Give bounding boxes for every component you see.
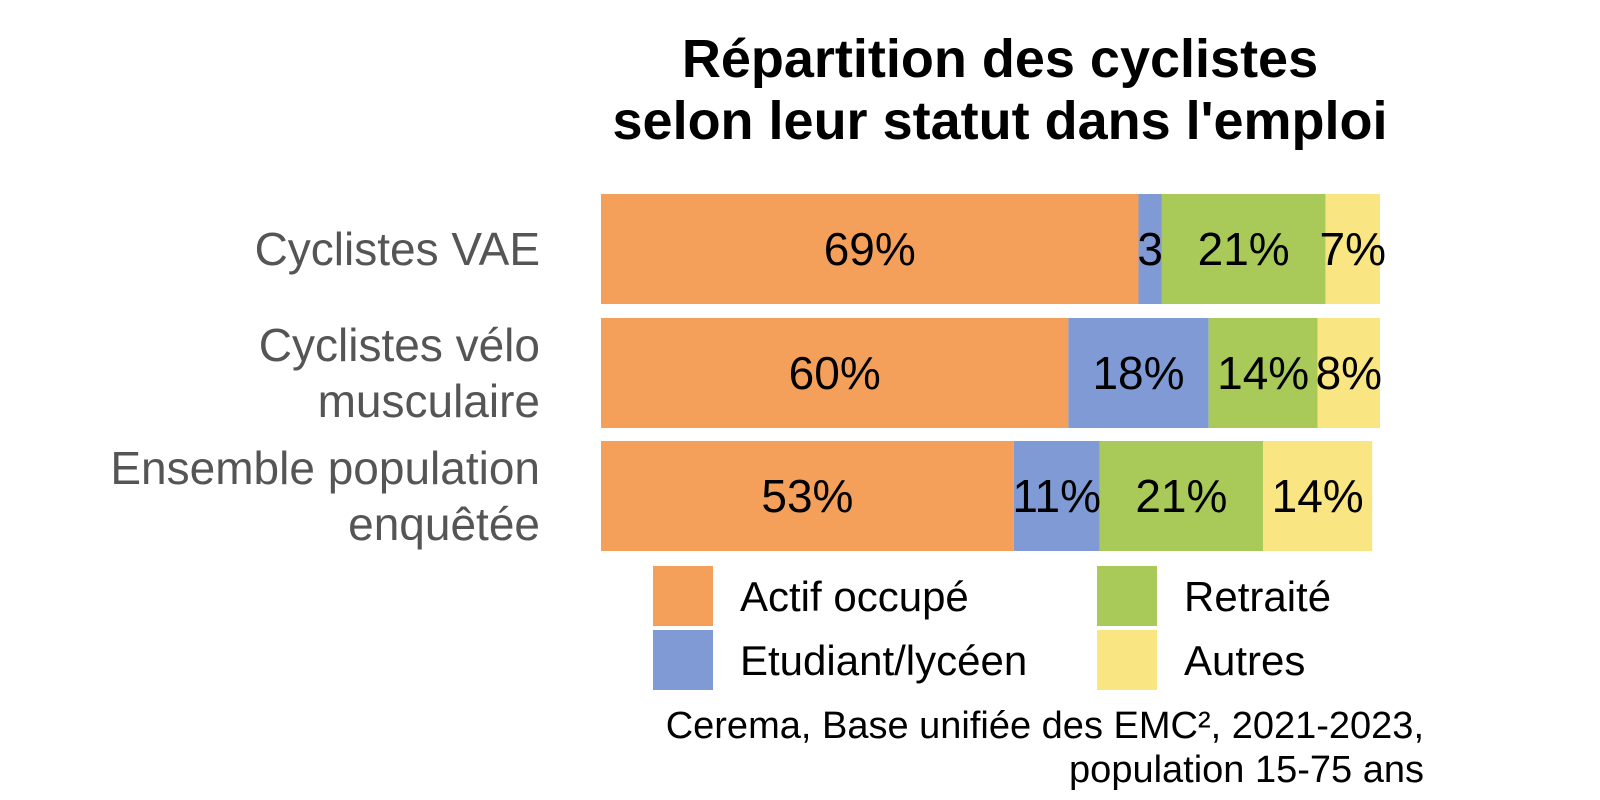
bar-segment-3-4 (1263, 441, 1373, 551)
data-label-3-4: 14% (1272, 470, 1364, 522)
data-label-2-4: 8% (1316, 347, 1382, 399)
data-label-3-3: 21% (1135, 470, 1227, 522)
category-label-2-line-1: Cyclistes vélo (259, 319, 540, 371)
source-line-1: Cerema, Base unifiée des EMC², 2021-2023… (665, 705, 1424, 747)
bar-segment-1-2 (1138, 194, 1162, 304)
data-label-2-1: 60% (789, 347, 881, 399)
bar-segment-3-3 (1099, 441, 1264, 551)
data-label-1-2: 3 (1137, 223, 1163, 275)
category-label-1: Cyclistes VAE (255, 223, 540, 275)
legend-label-4: Autres (1184, 637, 1305, 684)
chart-source-note: Cerema, Base unifiée des EMC², 2021-2023… (666, 704, 1424, 792)
bar-segment-3-1 (601, 441, 1014, 551)
bar-segment-3-2 (1013, 441, 1100, 551)
chart-title: Répartition des cyclistes selon leur sta… (520, 28, 1480, 152)
data-label-1-3: 21% (1198, 223, 1290, 275)
source-line-2: population 15-75 ans (1069, 749, 1424, 791)
legend-swatch-2 (653, 630, 713, 690)
category-label-3-line-2: enquêtée (348, 498, 540, 550)
data-label-2-2: 18% (1092, 347, 1184, 399)
data-label-1-4: 7% (1319, 223, 1385, 275)
legend-swatch-4 (1097, 630, 1157, 690)
legend-label-2: Etudiant/lycéen (740, 637, 1027, 684)
bar-segment-2-4 (1317, 318, 1380, 428)
bar-segment-1-1 (601, 194, 1139, 304)
category-label-3-line-1: Ensemble population (110, 442, 540, 494)
bar-segment-1-3 (1161, 194, 1326, 304)
legend-swatch-1 (653, 566, 713, 626)
legend-label-3: Retraité (1184, 573, 1331, 620)
bar-segment-1-4 (1325, 194, 1380, 304)
data-label-1-1: 69% (824, 223, 916, 275)
data-label-3-2: 11% (1012, 470, 1101, 522)
data-label-3-1: 53% (761, 470, 853, 522)
bar-segment-2-2 (1068, 318, 1209, 428)
chart-title-line-1: Répartition des cyclistes (681, 29, 1319, 89)
bar-segment-2-3 (1208, 318, 1318, 428)
legend-swatch-3 (1097, 566, 1157, 626)
legend-label-1: Actif occupé (740, 573, 969, 620)
category-label-2-line-2: musculaire (318, 375, 540, 427)
bar-segment-2-1 (601, 318, 1069, 428)
chart-title-line-2: selon leur statut dans l'emploi (612, 91, 1388, 151)
data-label-2-3: 14% (1217, 347, 1309, 399)
